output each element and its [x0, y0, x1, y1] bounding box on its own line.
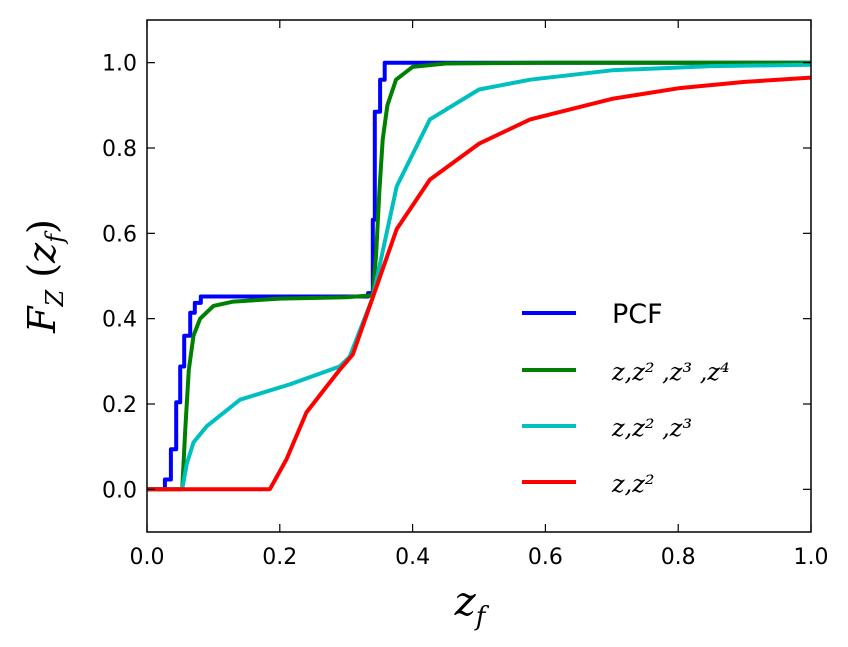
- y-tick-label: 0.4: [102, 308, 137, 333]
- tick-layer: 0.0 0.2 0.4 0.6 0.8 1.0 0.0 0.2 0.4 0.6 0.8 1.0: [102, 20, 829, 570]
- series-layer: [147, 60, 811, 492]
- y-tick-label: 0.2: [102, 393, 137, 418]
- x-tick-label: 0.8: [661, 545, 696, 570]
- x-tick-label: 0.0: [130, 545, 165, 570]
- x-tick-label: 0.2: [262, 545, 297, 570]
- x-tick-label: 1.0: [794, 545, 829, 570]
- series-line-2: [147, 62, 811, 492]
- series-line-0: [147, 60, 811, 492]
- legend-label-z4: z,z² ,z³ ,z⁴: [611, 358, 730, 386]
- y-tick-label: 1.0: [102, 52, 137, 77]
- x-tick-label: 0.6: [528, 545, 563, 570]
- legend: PCF z,z² ,z³ ,z⁴ z,z² ,z³ z,z²: [522, 299, 730, 498]
- legend-label-z2: z,z²: [611, 470, 655, 498]
- y-tick-label: 0.6: [102, 222, 137, 247]
- y-axis-label: FZ (zf): [20, 219, 69, 334]
- x-tick-label: 0.4: [395, 545, 430, 570]
- plot-frame: [146, 19, 812, 533]
- series-line-3: [147, 75, 811, 492]
- series-line-1: [147, 60, 811, 492]
- y-tick-label: 0.8: [102, 137, 137, 162]
- y-tick-label: 0.0: [102, 478, 137, 503]
- x-axis-label: zf: [454, 579, 490, 632]
- legend-label-pcf: PCF: [612, 299, 663, 330]
- legend-label-z3: z,z² ,z³: [611, 414, 692, 442]
